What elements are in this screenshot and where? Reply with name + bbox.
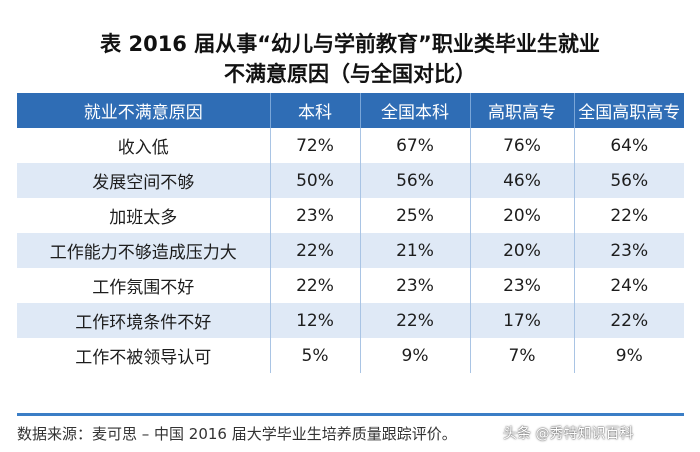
table-row: 加班太多 23% 25% 20% 22% — [17, 198, 684, 233]
cell-value: 22% — [574, 303, 684, 338]
cell-value: 9% — [360, 338, 471, 373]
cell-value: 23% — [574, 233, 684, 268]
cell-value: 23% — [360, 268, 471, 303]
data-table: 就业不满意原因 本科 全国本科 高职高专 全国高职高专 收入低 72% 67% … — [17, 93, 684, 373]
header-national-undergrad: 全国本科 — [360, 93, 471, 128]
cell-value: 64% — [574, 128, 684, 163]
cell-reason: 收入低 — [17, 128, 271, 163]
cell-value: 23% — [270, 198, 361, 233]
cell-reason: 工作不被领导认可 — [17, 338, 271, 373]
cell-reason: 工作环境条件不好 — [17, 303, 271, 338]
cell-value: 21% — [360, 233, 471, 268]
cell-value: 12% — [270, 303, 361, 338]
cell-value: 20% — [470, 198, 575, 233]
cell-reason: 工作能力不够造成压力大 — [17, 233, 271, 268]
cell-value: 22% — [360, 303, 471, 338]
table-row: 工作不被领导认可 5% 9% 7% 9% — [17, 338, 684, 373]
table-row: 收入低 72% 67% 76% 64% — [17, 128, 684, 163]
table-title-line2: 不满意原因（与全国对比） — [224, 62, 476, 86]
watermark: 头条 @秀特知识百科 — [503, 426, 634, 442]
table-row: 发展空间不够 50% 56% 46% 56% — [17, 163, 684, 198]
cell-value: 72% — [270, 128, 361, 163]
cell-value: 20% — [470, 233, 575, 268]
table-header-row: 就业不满意原因 本科 全国本科 高职高专 全国高职高专 — [17, 93, 684, 128]
table-row: 工作能力不够造成压力大 22% 21% 20% 23% — [17, 233, 684, 268]
cell-value: 56% — [360, 163, 471, 198]
cell-value: 56% — [574, 163, 684, 198]
table-title-line1: 表 2016 届从事“幼儿与学前教育”职业类毕业生就业 — [100, 32, 600, 56]
cell-reason: 发展空间不够 — [17, 163, 271, 198]
cell-value: 46% — [470, 163, 575, 198]
cell-value: 22% — [270, 233, 361, 268]
cell-value: 25% — [360, 198, 471, 233]
cell-value: 76% — [470, 128, 575, 163]
cell-value: 7% — [470, 338, 575, 373]
cell-value: 67% — [360, 128, 471, 163]
table-row: 工作氛围不好 22% 23% 23% 24% — [17, 268, 684, 303]
header-vocational: 高职高专 — [470, 93, 575, 128]
cell-value: 5% — [270, 338, 361, 373]
cell-value: 50% — [270, 163, 361, 198]
data-source-note: 数据来源：麦可思 – 中国 2016 届大学毕业生培养质量跟踪评价。 — [17, 425, 457, 443]
cell-value: 22% — [574, 198, 684, 233]
cell-value: 22% — [270, 268, 361, 303]
header-undergrad: 本科 — [270, 93, 361, 128]
cell-value: 9% — [574, 338, 684, 373]
cell-reason: 加班太多 — [17, 198, 271, 233]
table-row: 工作环境条件不好 12% 22% 17% 22% — [17, 303, 684, 338]
data-table-container: 就业不满意原因 本科 全国本科 高职高专 全国高职高专 收入低 72% 67% … — [17, 93, 684, 416]
cell-value: 23% — [470, 268, 575, 303]
header-national-vocational: 全国高职高专 — [574, 93, 684, 128]
header-reason: 就业不满意原因 — [17, 93, 271, 128]
cell-value: 17% — [470, 303, 575, 338]
cell-reason: 工作氛围不好 — [17, 268, 271, 303]
cell-value: 24% — [574, 268, 684, 303]
